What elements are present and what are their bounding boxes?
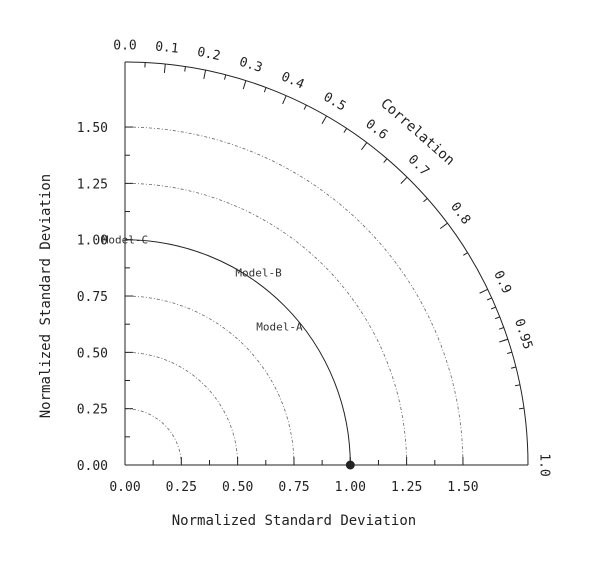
correlation-minor-tick [490,306,496,310]
correlation-tick-label: 1.0 [537,453,552,476]
correlation-minor-tick [184,66,186,72]
correlation-tick-label: 0.3 [237,55,264,76]
model-labels: Model-A Model-B Model-C [102,234,303,334]
y-axis-title: Normalized Standard Deviation [38,174,54,418]
axis-ticks [124,126,464,466]
correlation-minor-tick [383,158,388,163]
model-label-model-c: Model-C [102,234,148,247]
x-tick-label: 0.75 [278,480,309,495]
correlation-minor-tick [510,366,517,369]
correlation-tick-label: 0.1 [154,39,179,56]
correlation-minor-tick [343,128,348,133]
correlation-minor-tick [263,87,267,93]
std-circle-4 [124,182,408,466]
correlation-major-tick [499,338,509,343]
reference-std-circle [124,239,351,466]
y-tick-label: 0.75 [77,290,108,305]
correlation-tick-label: 0.7 [405,152,432,179]
correlation-minor-tick [506,351,513,355]
std-circle-0 [124,408,182,466]
std-circle-1 [124,351,239,466]
correlation-minor-tick [518,407,525,410]
y-tick-label: 1.25 [77,177,108,192]
model-label-model-b: Model-B [235,266,282,279]
x-axis-title: Normalized Standard Deviation [172,513,416,529]
correlation-minor-tick [486,297,492,301]
correlation-minor-tick [423,198,428,203]
correlation-tick-label: 0.5 [321,90,349,115]
correlation-major-tick [321,115,327,125]
x-tick-label: 1.50 [447,480,478,495]
reference-point [345,460,355,470]
correlation-tick-label: 0.8 [447,200,473,228]
correlation-major-tick [282,95,287,105]
y-tick-label: 0.50 [77,346,108,361]
correlation-tick-label: 0.9 [490,269,514,297]
x-tick-label: 0.00 [109,480,140,495]
correlation-minor-tick [494,316,500,320]
correlation-tick-label: 0.6 [363,117,391,143]
correlation-major-tick [479,288,488,294]
correlation-outer-arc [124,61,529,466]
correlation-major-tick [400,176,408,184]
y-tick-label: 0.25 [77,403,108,418]
correlation-tick-label: 0.95 [511,317,535,351]
correlation-major-tick [439,222,448,230]
correlation-minor-tick [463,252,468,256]
std-circle-5 [124,126,464,466]
std-circle-2 [124,295,295,466]
model-label-model-a: Model-A [256,321,303,334]
correlation-minor-tick [514,384,521,387]
correlation-major-tick [163,63,166,74]
correlation-ticks: 0.0 0.1 0.2 0.3 0.4 0.5 0.6 0.7 0.8 0.9 0.95 1.0 [113,39,551,477]
correlation-major-tick [360,142,368,151]
std-grid-circles [124,126,464,466]
y-tick-label: 1.00 [77,234,108,249]
correlation-tick-label: 0.2 [196,45,222,64]
correlation-minor-tick [498,327,504,330]
correlation-major-tick [203,70,207,80]
x-tick-label: 1.25 [391,480,422,495]
x-tick-label: 0.50 [222,480,253,495]
y-tick-label: 1.50 [77,121,108,136]
tick-labels: 0.000.00 0.25 0.25 0.50 0.50 0.75 0.75 1.00 1.00… [77,121,479,495]
x-tick-label: 0.25 [166,480,197,495]
y-tick-label: 0.00 [77,459,108,474]
correlation-tick-label: 0.4 [279,69,307,92]
correlation-tick-label: 0.0 [113,39,136,54]
x-tick-label: 1.00 [335,480,366,495]
correlation-major-tick [242,80,247,90]
correlation-minor-tick [303,104,307,110]
correlation-minor-tick [224,74,227,80]
